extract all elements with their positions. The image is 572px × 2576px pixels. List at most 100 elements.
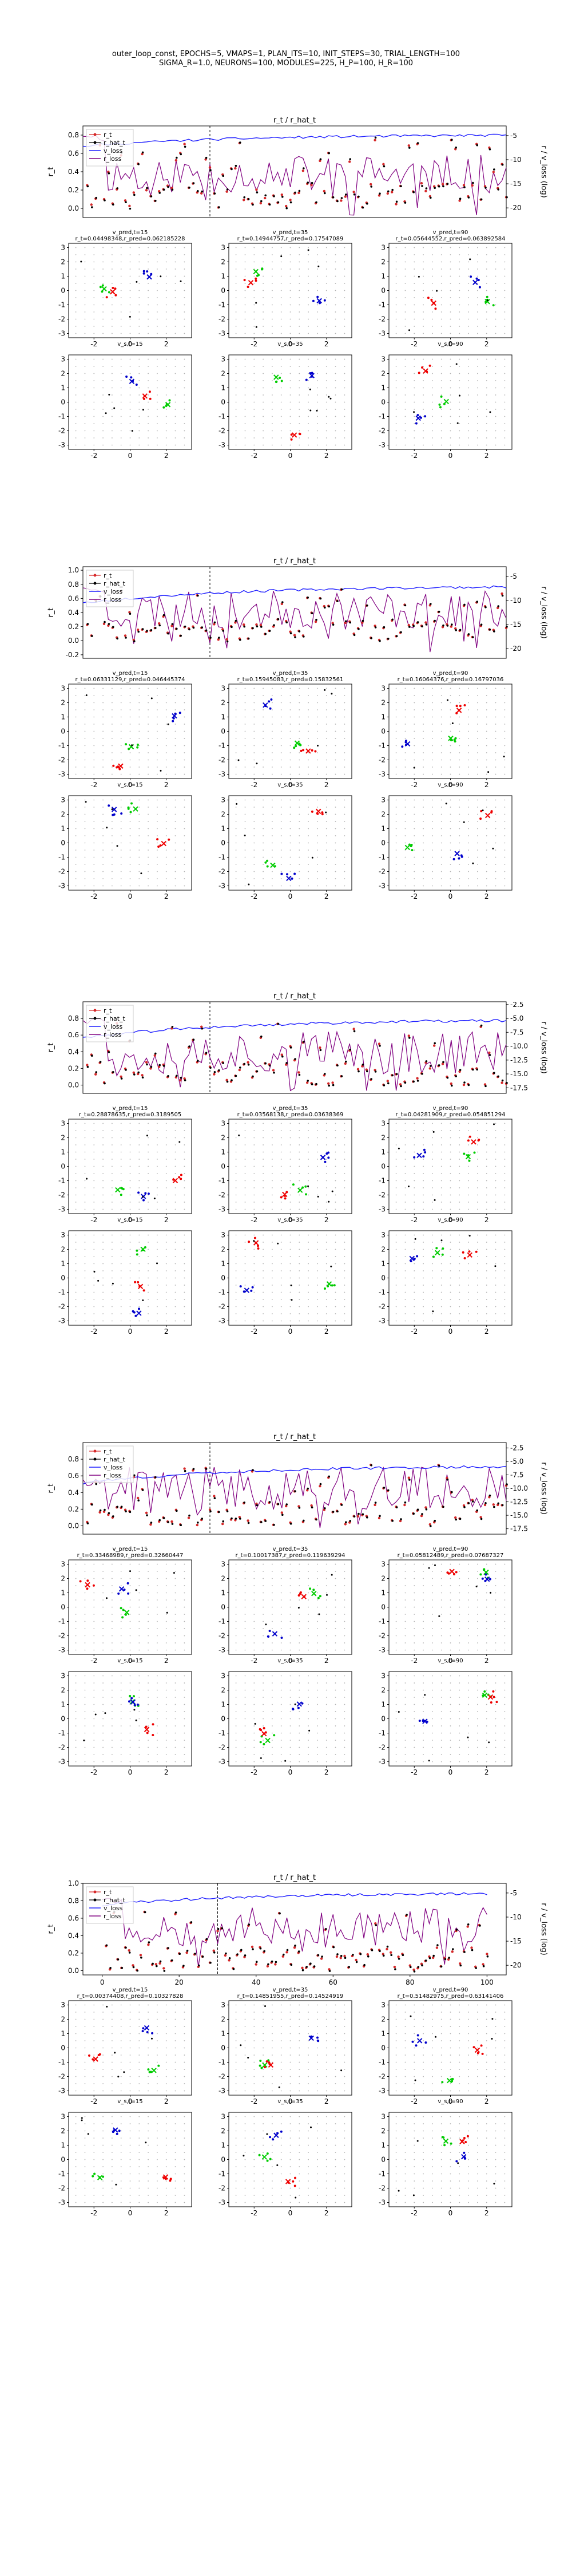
goal-point — [264, 861, 267, 864]
grid-dot — [235, 1187, 237, 1188]
pred-point — [269, 707, 272, 710]
grid-dot — [308, 1208, 309, 1210]
grid-dot — [184, 444, 185, 446]
grid-dot — [432, 1285, 433, 1286]
grid-dot — [253, 430, 255, 432]
r-hat-t-point — [133, 193, 136, 196]
grid-dot — [344, 807, 345, 808]
y-tick-label-right: -20 — [510, 645, 522, 653]
grid-dot — [459, 423, 460, 424]
grid-dot — [504, 773, 506, 775]
grid-dot — [335, 878, 336, 879]
grid-dot — [112, 1194, 113, 1196]
grid-dot — [486, 885, 487, 887]
r-hat-t-point — [425, 1508, 428, 1511]
grid-dot — [157, 702, 158, 704]
grid-dot — [184, 799, 185, 801]
grid-dot — [317, 828, 318, 829]
grid-dot — [325, 297, 327, 298]
grid-dot — [84, 821, 86, 822]
r-hat-t-point — [205, 1052, 208, 1054]
r-hat-t-point — [506, 626, 508, 628]
grid-dot — [344, 828, 345, 829]
scatter-tile-title: v_s,t=90 — [438, 341, 463, 347]
scatter-tile-title: v_pred,t=35 — [273, 1105, 308, 1112]
grid-dot — [84, 885, 86, 887]
grid-dot — [244, 261, 246, 263]
y-tick-label-right: -15.0 — [510, 1511, 528, 1519]
grid-dot — [102, 1234, 104, 1236]
grid-dot — [75, 366, 77, 367]
r-hat-t-point — [213, 621, 216, 624]
pred-point — [268, 700, 271, 703]
grid-dot — [486, 1151, 487, 1153]
grid-dot — [317, 738, 318, 739]
grid-dot — [272, 828, 273, 829]
grid-dot — [504, 1242, 506, 1243]
grid-dot — [148, 437, 149, 438]
grid-dot — [299, 709, 300, 710]
grid-dot — [299, 716, 300, 718]
grid-dot — [395, 745, 397, 746]
grid-dot — [299, 423, 300, 424]
grid-dot — [495, 850, 496, 851]
grid-dot — [244, 885, 246, 887]
scatter-y-tick-label: 1 — [381, 1148, 386, 1156]
r-t-point — [331, 1081, 334, 1084]
grid-dot — [504, 444, 506, 446]
grid-dot — [184, 1234, 185, 1236]
r-hat-t-point — [366, 202, 368, 205]
r-t-point — [356, 1515, 360, 1518]
r-hat-t-point — [412, 191, 415, 193]
grid-dot — [504, 1187, 506, 1188]
grid-dot — [75, 759, 77, 761]
grid-dot — [423, 1180, 424, 1182]
grid-dot — [148, 1130, 149, 1131]
r-hat-t-point — [455, 629, 457, 631]
grid-dot — [423, 1208, 424, 1210]
goal-point — [454, 737, 457, 740]
r-hat-t-point — [222, 1520, 225, 1523]
r-hat-t-point — [171, 1026, 174, 1028]
edge-point — [468, 1235, 471, 1237]
scatter-y-tick-label: -3 — [219, 1206, 225, 1214]
grid-dot — [395, 1144, 397, 1145]
grid-dot — [93, 850, 95, 851]
r-hat-t-point — [192, 182, 195, 184]
y-tick-label-right: -12.5 — [510, 1498, 528, 1506]
grid-dot — [174, 1130, 176, 1131]
r-hat-t-point — [125, 637, 127, 639]
true-point — [86, 1587, 89, 1590]
grid-dot — [174, 702, 176, 704]
grid-dot — [174, 1599, 176, 1601]
grid-dot — [395, 1285, 397, 1286]
grid-dot — [157, 1621, 158, 1622]
grid-dot — [404, 311, 406, 313]
grid-dot — [450, 247, 451, 248]
grid-dot — [395, 333, 397, 334]
grid-dot — [299, 1277, 300, 1279]
grid-dot — [495, 311, 496, 313]
grid-dot — [495, 730, 496, 732]
grid-dot — [414, 1137, 415, 1139]
grid-dot — [504, 821, 506, 822]
r-hat-t-point — [315, 1518, 317, 1521]
grid-dot — [450, 821, 451, 822]
grid-dot — [174, 290, 176, 291]
grid-dot — [468, 767, 469, 768]
grid-dot — [468, 1137, 469, 1139]
true-point — [314, 750, 317, 753]
legend-swatch-marker — [93, 574, 97, 577]
grid-dot — [477, 842, 478, 844]
r-hat-t-point — [421, 1073, 423, 1075]
grid-dot — [289, 799, 291, 801]
grid-dot — [138, 444, 140, 446]
grid-dot — [253, 709, 255, 710]
grid-dot — [432, 813, 433, 815]
grid-dot — [280, 326, 282, 327]
grid-dot — [120, 318, 122, 320]
grid-dot — [486, 702, 487, 704]
r-hat-t-point — [349, 1048, 351, 1051]
grid-dot — [450, 745, 451, 746]
grid-dot — [414, 1263, 415, 1265]
